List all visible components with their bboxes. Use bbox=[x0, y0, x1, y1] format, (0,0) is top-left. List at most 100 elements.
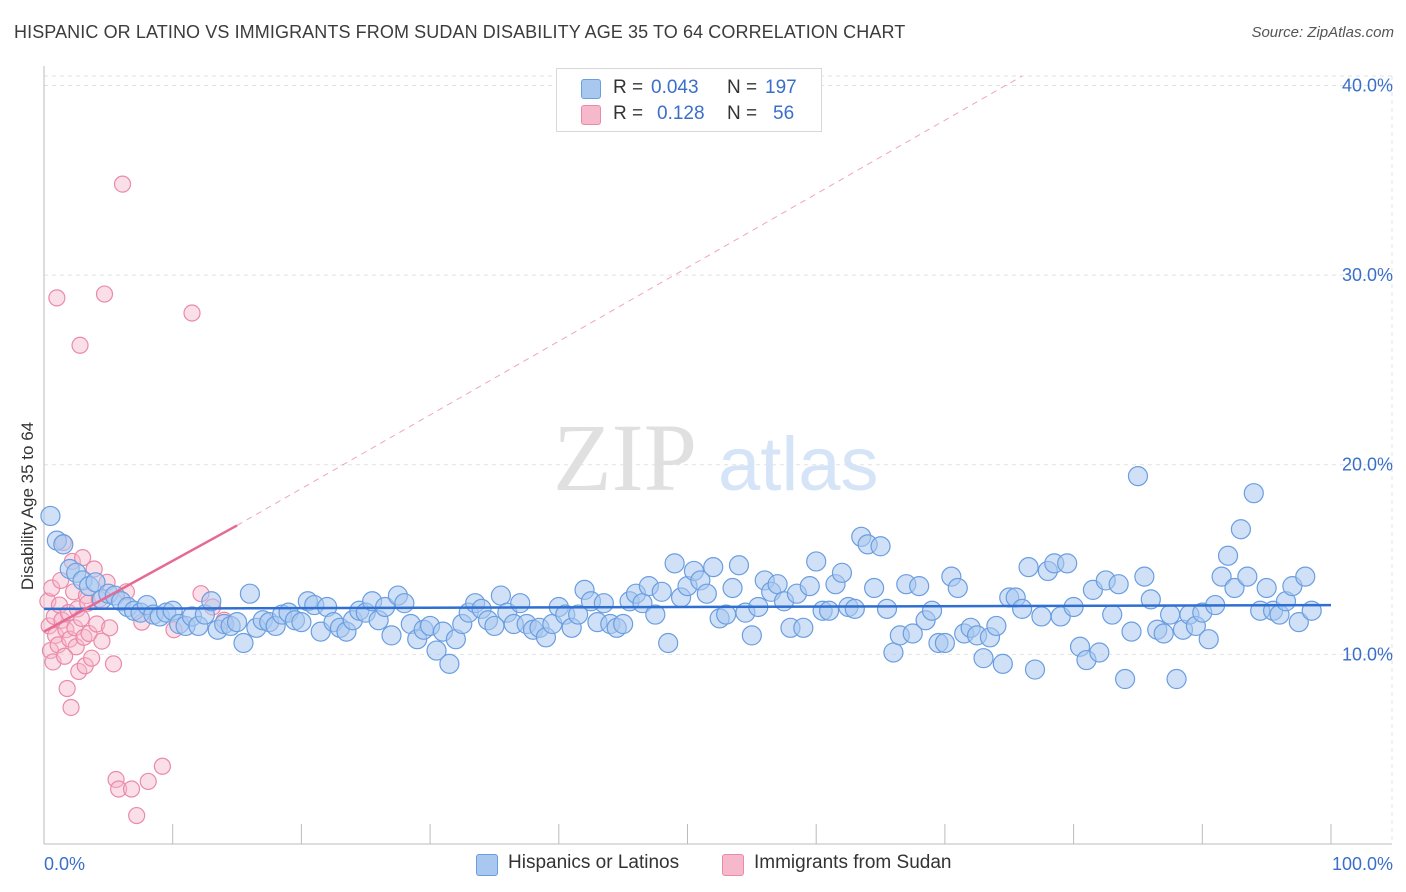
hispanic-point bbox=[1256, 577, 1277, 599]
hispanic-point bbox=[1166, 668, 1187, 690]
hispanic-point bbox=[902, 623, 923, 644]
hispanic-point bbox=[291, 612, 312, 633]
legend-r-label: R = bbox=[613, 103, 644, 124]
hispanic-point bbox=[844, 598, 865, 619]
hispanic-point bbox=[1288, 612, 1309, 633]
hispanic-point bbox=[1140, 589, 1161, 610]
hispanic-point bbox=[1230, 519, 1252, 540]
hispanic-point bbox=[1031, 606, 1052, 627]
hispanic-point bbox=[233, 632, 254, 654]
legend-r-value: 0.043 bbox=[651, 77, 699, 98]
legend-n-label: N = bbox=[727, 77, 758, 98]
hispanic-point bbox=[741, 625, 762, 646]
hispanic-point bbox=[1153, 623, 1174, 644]
hispanic-point bbox=[201, 591, 222, 612]
hispanic-point bbox=[883, 642, 904, 663]
sudan-trend-extension bbox=[236, 75, 1023, 526]
hispanic-point bbox=[664, 553, 685, 574]
sudan-points bbox=[39, 175, 233, 825]
hispanic-point bbox=[1160, 604, 1181, 625]
hispanic-point bbox=[1224, 577, 1245, 599]
hispanic-point bbox=[793, 617, 814, 638]
hispanic-point bbox=[426, 640, 447, 661]
legend-r-value: 0.128 bbox=[657, 103, 705, 124]
sudan-point bbox=[62, 698, 80, 717]
hispanic-point bbox=[921, 600, 943, 621]
hispanic-point bbox=[439, 653, 460, 674]
hispanic-point bbox=[973, 648, 994, 669]
sudan-point bbox=[55, 647, 74, 665]
hispanic-point bbox=[934, 632, 956, 654]
hispanic-point bbox=[1198, 629, 1219, 650]
hispanic-point bbox=[696, 583, 717, 604]
hispanic-points bbox=[40, 466, 1322, 690]
hispanic-point bbox=[381, 625, 402, 646]
bottom-legend-swatch-blue bbox=[476, 854, 498, 876]
hispanic-point bbox=[645, 604, 666, 625]
grid-lines bbox=[44, 75, 1393, 844]
hispanic-point bbox=[226, 612, 248, 633]
sudan-point bbox=[153, 757, 172, 775]
hispanic-point bbox=[818, 600, 840, 621]
hispanic-point bbox=[1237, 566, 1258, 587]
y-tick-label: 20.0% bbox=[1342, 455, 1393, 475]
hispanic-point bbox=[40, 505, 61, 527]
source-label: Source: ZipAtlas.com bbox=[1251, 24, 1394, 41]
hispanic-point bbox=[1114, 668, 1136, 690]
bottom-legend-swatch-pink bbox=[722, 854, 744, 876]
hispanic-point bbox=[864, 577, 885, 599]
hispanic-point bbox=[1108, 574, 1129, 595]
hispanic-point bbox=[1121, 621, 1142, 642]
hispanic-point bbox=[593, 593, 614, 614]
sudan-point bbox=[183, 304, 201, 322]
sudan-point bbox=[104, 655, 123, 673]
hispanic-point bbox=[1295, 566, 1316, 587]
hispanic-point bbox=[909, 576, 930, 597]
hispanic-point bbox=[1102, 604, 1123, 625]
sudan-point bbox=[71, 336, 89, 354]
hispanic-point bbox=[1057, 553, 1078, 574]
hispanic-point bbox=[767, 574, 788, 595]
y-tick-label: 40.0% bbox=[1342, 75, 1393, 95]
x-tick-label: 100.0% bbox=[1332, 854, 1393, 874]
hispanic-point bbox=[728, 555, 750, 576]
sudan-point bbox=[88, 615, 106, 633]
watermark: ZIP atlas bbox=[553, 404, 879, 511]
hispanic-point bbox=[613, 613, 634, 635]
hispanic-point bbox=[799, 576, 820, 597]
legend-n-value: 197 bbox=[765, 77, 797, 98]
hispanic-point bbox=[986, 615, 1007, 637]
hispanic-point bbox=[870, 536, 891, 557]
hispanic-point bbox=[53, 534, 74, 555]
trend-lines bbox=[43, 75, 1332, 633]
hispanic-point bbox=[876, 598, 898, 619]
sudan-point bbox=[83, 649, 101, 667]
hispanic-point bbox=[651, 581, 672, 602]
hispanic-point bbox=[1024, 659, 1046, 680]
legend-swatch-pink bbox=[581, 105, 601, 125]
hispanic-point bbox=[1134, 566, 1155, 587]
hispanic-point bbox=[1127, 466, 1149, 487]
sudan-point bbox=[113, 175, 132, 193]
hispanic-point bbox=[510, 593, 531, 614]
sudan-point bbox=[110, 780, 128, 798]
bottom-legend-label: Immigrants from Sudan bbox=[754, 852, 952, 873]
hispanic-point bbox=[831, 562, 853, 583]
sudan-point bbox=[58, 679, 76, 698]
hispanic-point bbox=[568, 604, 589, 625]
y-tick-label: 30.0% bbox=[1342, 265, 1393, 285]
hispanic-point bbox=[947, 577, 968, 599]
watermark-zip: ZIP bbox=[553, 404, 697, 511]
hispanic-point bbox=[1012, 598, 1033, 619]
legend-swatch-blue bbox=[581, 79, 601, 99]
hispanic-point bbox=[1089, 642, 1110, 663]
hispanic-point bbox=[1217, 545, 1239, 566]
watermark-atlas: atlas bbox=[718, 422, 879, 507]
sudan-point bbox=[48, 289, 66, 307]
axes bbox=[43, 66, 1392, 845]
sudan-point bbox=[93, 632, 111, 650]
hispanic-point bbox=[703, 557, 724, 578]
correlation-legend: R = 0.043 N = 197 R = 0.128 N = 56 bbox=[556, 68, 822, 132]
hispanic-point bbox=[490, 585, 511, 606]
